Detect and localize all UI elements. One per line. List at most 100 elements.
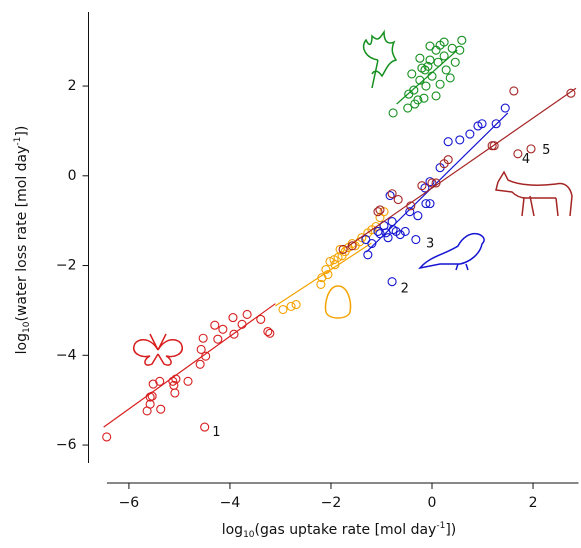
point xyxy=(325,256,335,267)
bird-icon xyxy=(418,232,485,271)
point xyxy=(500,103,510,113)
point xyxy=(373,207,383,217)
y-axis-label: log10(water loss rate [mol day-1]) xyxy=(13,126,32,355)
point xyxy=(218,324,228,334)
point xyxy=(330,260,340,270)
point xyxy=(477,119,487,129)
point xyxy=(403,103,413,113)
point xyxy=(168,376,178,386)
point xyxy=(489,141,499,151)
y-tick-label: −4 xyxy=(56,347,77,363)
point xyxy=(383,233,393,243)
point xyxy=(361,234,371,245)
point xyxy=(338,244,348,254)
point xyxy=(347,239,357,249)
point xyxy=(425,41,435,51)
point xyxy=(465,129,475,139)
point xyxy=(491,119,501,129)
point xyxy=(566,88,576,98)
point xyxy=(439,37,449,47)
point xyxy=(405,207,415,217)
x-axis-label-sup: -1 xyxy=(436,521,445,531)
point xyxy=(441,65,451,75)
x-tick-label: 0 xyxy=(428,495,437,511)
point xyxy=(323,269,333,280)
point xyxy=(431,91,441,101)
point xyxy=(213,334,223,344)
point xyxy=(237,319,247,329)
point xyxy=(201,351,211,361)
dog-icon xyxy=(495,170,573,217)
point xyxy=(388,108,398,118)
point xyxy=(357,233,367,243)
point xyxy=(407,69,417,79)
point xyxy=(145,399,155,409)
point xyxy=(425,55,435,65)
point xyxy=(427,178,437,188)
y-axis-label-part: (water loss rate [mol day xyxy=(14,146,30,322)
point xyxy=(526,144,536,154)
point xyxy=(417,63,427,73)
x-axis-label: log10(gas uptake rate [mol day-1]) xyxy=(222,521,457,540)
point xyxy=(443,137,453,147)
point xyxy=(509,86,519,96)
y-axis-label-part: log xyxy=(14,333,30,354)
point xyxy=(513,149,523,159)
point xyxy=(415,53,425,63)
point xyxy=(455,135,465,145)
point xyxy=(425,177,435,187)
point xyxy=(439,159,449,169)
point xyxy=(423,61,433,71)
point xyxy=(417,181,427,191)
point xyxy=(455,45,465,55)
point xyxy=(242,309,252,320)
y-tick-label: 2 xyxy=(68,78,77,94)
point xyxy=(265,328,275,338)
leaf-icon xyxy=(362,29,398,89)
point xyxy=(228,313,238,323)
point xyxy=(419,93,429,103)
point xyxy=(409,85,419,95)
egg-icon xyxy=(324,285,352,319)
y-tick-label: −6 xyxy=(56,437,77,453)
point xyxy=(447,43,457,53)
point xyxy=(387,189,397,199)
fit-line xyxy=(345,87,577,249)
annotation: 4 xyxy=(522,152,530,167)
point xyxy=(439,51,449,61)
x-axis-label-part: ]) xyxy=(445,522,456,538)
point xyxy=(195,359,205,369)
butterfly-icon xyxy=(133,333,183,366)
fit-line xyxy=(365,112,509,253)
point xyxy=(450,57,460,67)
point xyxy=(421,199,431,209)
point xyxy=(381,228,391,238)
point xyxy=(263,326,273,337)
x-axis-label-part: log xyxy=(222,522,243,538)
point xyxy=(404,89,414,99)
point xyxy=(291,300,301,310)
icons xyxy=(133,29,573,366)
point xyxy=(229,329,239,339)
point xyxy=(406,201,416,211)
point xyxy=(427,71,437,81)
x-axis-label-sub: 10 xyxy=(243,530,255,540)
point xyxy=(170,388,180,398)
point xyxy=(183,376,193,386)
point xyxy=(393,195,403,205)
x-tick-label: −2 xyxy=(321,495,342,511)
point xyxy=(413,211,423,221)
x-tick-label: 2 xyxy=(529,495,538,511)
y-axis-label-sub: 10 xyxy=(22,321,32,333)
point xyxy=(256,314,266,324)
point xyxy=(457,35,467,45)
annotation: 2 xyxy=(401,281,409,296)
point xyxy=(413,95,423,105)
point xyxy=(200,422,210,432)
point xyxy=(286,301,296,311)
point xyxy=(387,277,397,287)
point xyxy=(278,304,288,315)
point xyxy=(156,404,166,414)
point xyxy=(415,75,425,85)
